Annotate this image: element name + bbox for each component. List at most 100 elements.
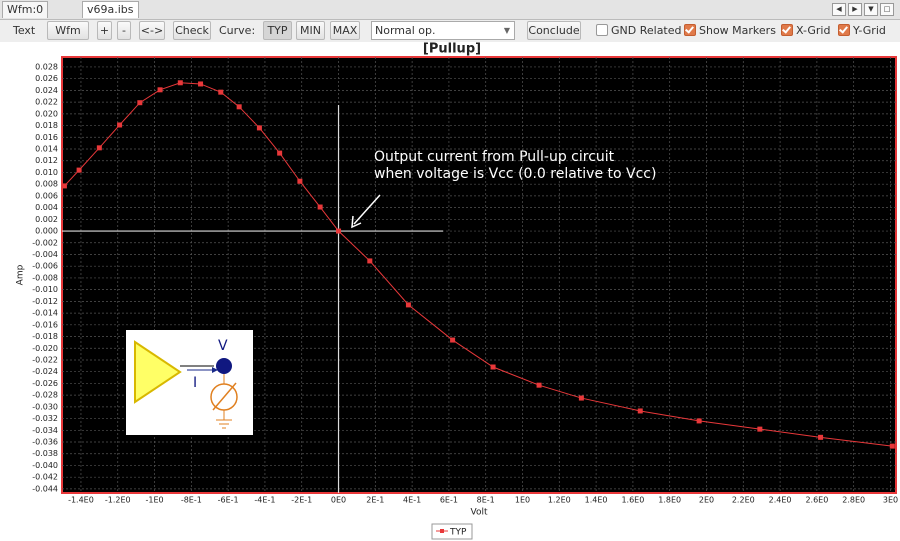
marker — [696, 418, 702, 424]
marker — [536, 382, 542, 388]
marker — [317, 204, 323, 210]
marker — [889, 443, 895, 449]
checkbox[interactable] — [596, 24, 608, 36]
marker — [177, 80, 183, 86]
series-line — [64, 82, 893, 447]
checkbox-label[interactable]: Show Markers — [699, 24, 776, 37]
maximize[interactable]: □ — [880, 3, 894, 16]
checkbox[interactable] — [684, 24, 696, 36]
tab-list[interactable]: ▼ — [864, 3, 878, 16]
button[interactable]: - — [117, 21, 131, 40]
button[interactable]: <-> — [139, 21, 165, 40]
grid — [62, 57, 896, 493]
y-tick-label: -0.020 — [32, 344, 58, 353]
marker — [157, 87, 163, 93]
crosshair — [62, 105, 443, 493]
marker — [198, 81, 204, 87]
button[interactable]: Wfm — [47, 21, 89, 40]
x-tick-label: 2E-1 — [366, 496, 384, 505]
y-tick-label: -0.024 — [32, 367, 58, 376]
x-tick-label: 1.8E0 — [658, 496, 681, 505]
checkbox[interactable] — [838, 24, 850, 36]
series-group — [61, 80, 895, 449]
checkbox-label[interactable]: Y-Grid — [853, 24, 886, 37]
y-tick-label: 0.018 — [35, 121, 58, 130]
x-tick-label: 2.2E0 — [732, 496, 755, 505]
checkbox[interactable] — [781, 24, 793, 36]
mode-dropdown[interactable]: Normal op. ▼ — [371, 21, 515, 40]
x-tick-label: 8E-1 — [477, 496, 495, 505]
annotation: when voltage is Vcc (0.0 relative to Vcc… — [374, 166, 656, 182]
y-tick-label: -0.018 — [32, 332, 58, 341]
y-tick-label: -0.014 — [32, 309, 58, 318]
y-tick-label: 0.010 — [35, 168, 58, 177]
y-tick-label: -0.028 — [32, 391, 58, 400]
x-tick-label: 2.8E0 — [842, 496, 865, 505]
y-tick-label: -0.036 — [32, 438, 58, 447]
checkbox-label[interactable]: X-Grid — [796, 24, 831, 37]
annotation: Output current from Pull-up circuit — [374, 149, 615, 165]
x-tick-label: 2.4E0 — [769, 496, 792, 505]
marker — [137, 100, 143, 106]
marker — [336, 228, 342, 234]
x-tick-label: -2E-1 — [291, 496, 312, 505]
marker — [236, 104, 242, 110]
scroll-left[interactable]: ◀ — [832, 3, 846, 16]
marker — [450, 337, 456, 343]
y-tick-label: 0.004 — [35, 203, 58, 212]
legend-label: TYP — [449, 528, 467, 538]
marker — [818, 434, 824, 440]
y-tick-label: -0.006 — [32, 262, 58, 271]
y-tick-label: -0.008 — [32, 273, 58, 282]
legend-marker — [440, 529, 444, 533]
checkbox-label[interactable]: GND Related — [611, 24, 682, 37]
y-tick-label: 0.020 — [35, 109, 58, 118]
y-tick-label: 0.002 — [35, 215, 58, 224]
inset-label: V — [218, 338, 228, 354]
y-tick-label: 0.012 — [35, 156, 58, 165]
marker — [757, 426, 763, 432]
marker — [76, 167, 82, 173]
curve-button[interactable]: MAX — [330, 21, 360, 40]
y-tick-label: -0.026 — [32, 379, 58, 388]
x-tick-label: 3E0 — [883, 496, 898, 505]
marker — [490, 364, 496, 370]
curve-button[interactable]: MIN — [296, 21, 325, 40]
y-tick-label: 0.000 — [35, 227, 58, 236]
marker — [367, 258, 373, 264]
button[interactable]: Check — [173, 21, 211, 40]
marker — [96, 145, 102, 151]
y-tick-label: -0.032 — [32, 414, 58, 423]
tab[interactable]: v69a.ibs — [82, 1, 139, 18]
mode-value: Normal op. — [375, 24, 436, 37]
y-tick-label: -0.002 — [32, 238, 58, 247]
y-tick-label: 0.026 — [35, 74, 58, 83]
marker — [578, 395, 584, 401]
x-tick-label: 2.6E0 — [805, 496, 828, 505]
curve-button[interactable]: TYP — [263, 21, 292, 40]
scroll-right[interactable]: ▶ — [848, 3, 862, 16]
marker — [405, 302, 411, 308]
legend-box — [431, 523, 473, 540]
x-tick-label: 0E0 — [331, 496, 346, 505]
y-tick-label: 0.008 — [35, 180, 58, 189]
tab[interactable]: Wfm:0 — [2, 1, 49, 18]
inset-label: I — [193, 375, 197, 391]
x-tick-label: -1.4E0 — [68, 496, 94, 505]
y-tick-label: -0.022 — [32, 355, 58, 364]
button[interactable]: Conclude — [527, 21, 581, 40]
marker — [218, 89, 224, 95]
y-tick-label: -0.034 — [32, 426, 58, 435]
button[interactable]: + — [97, 21, 112, 40]
dropdown-arrow: ▼ — [503, 26, 510, 35]
x-tick-label: -1.2E0 — [105, 496, 131, 505]
y-tick-label: -0.040 — [32, 461, 58, 470]
marker — [277, 150, 283, 156]
y-tick-label: 0.028 — [35, 62, 58, 71]
marker — [297, 178, 303, 184]
marker — [256, 125, 262, 131]
annotation-arrow — [351, 194, 381, 229]
y-tick-label: -0.012 — [32, 297, 58, 306]
